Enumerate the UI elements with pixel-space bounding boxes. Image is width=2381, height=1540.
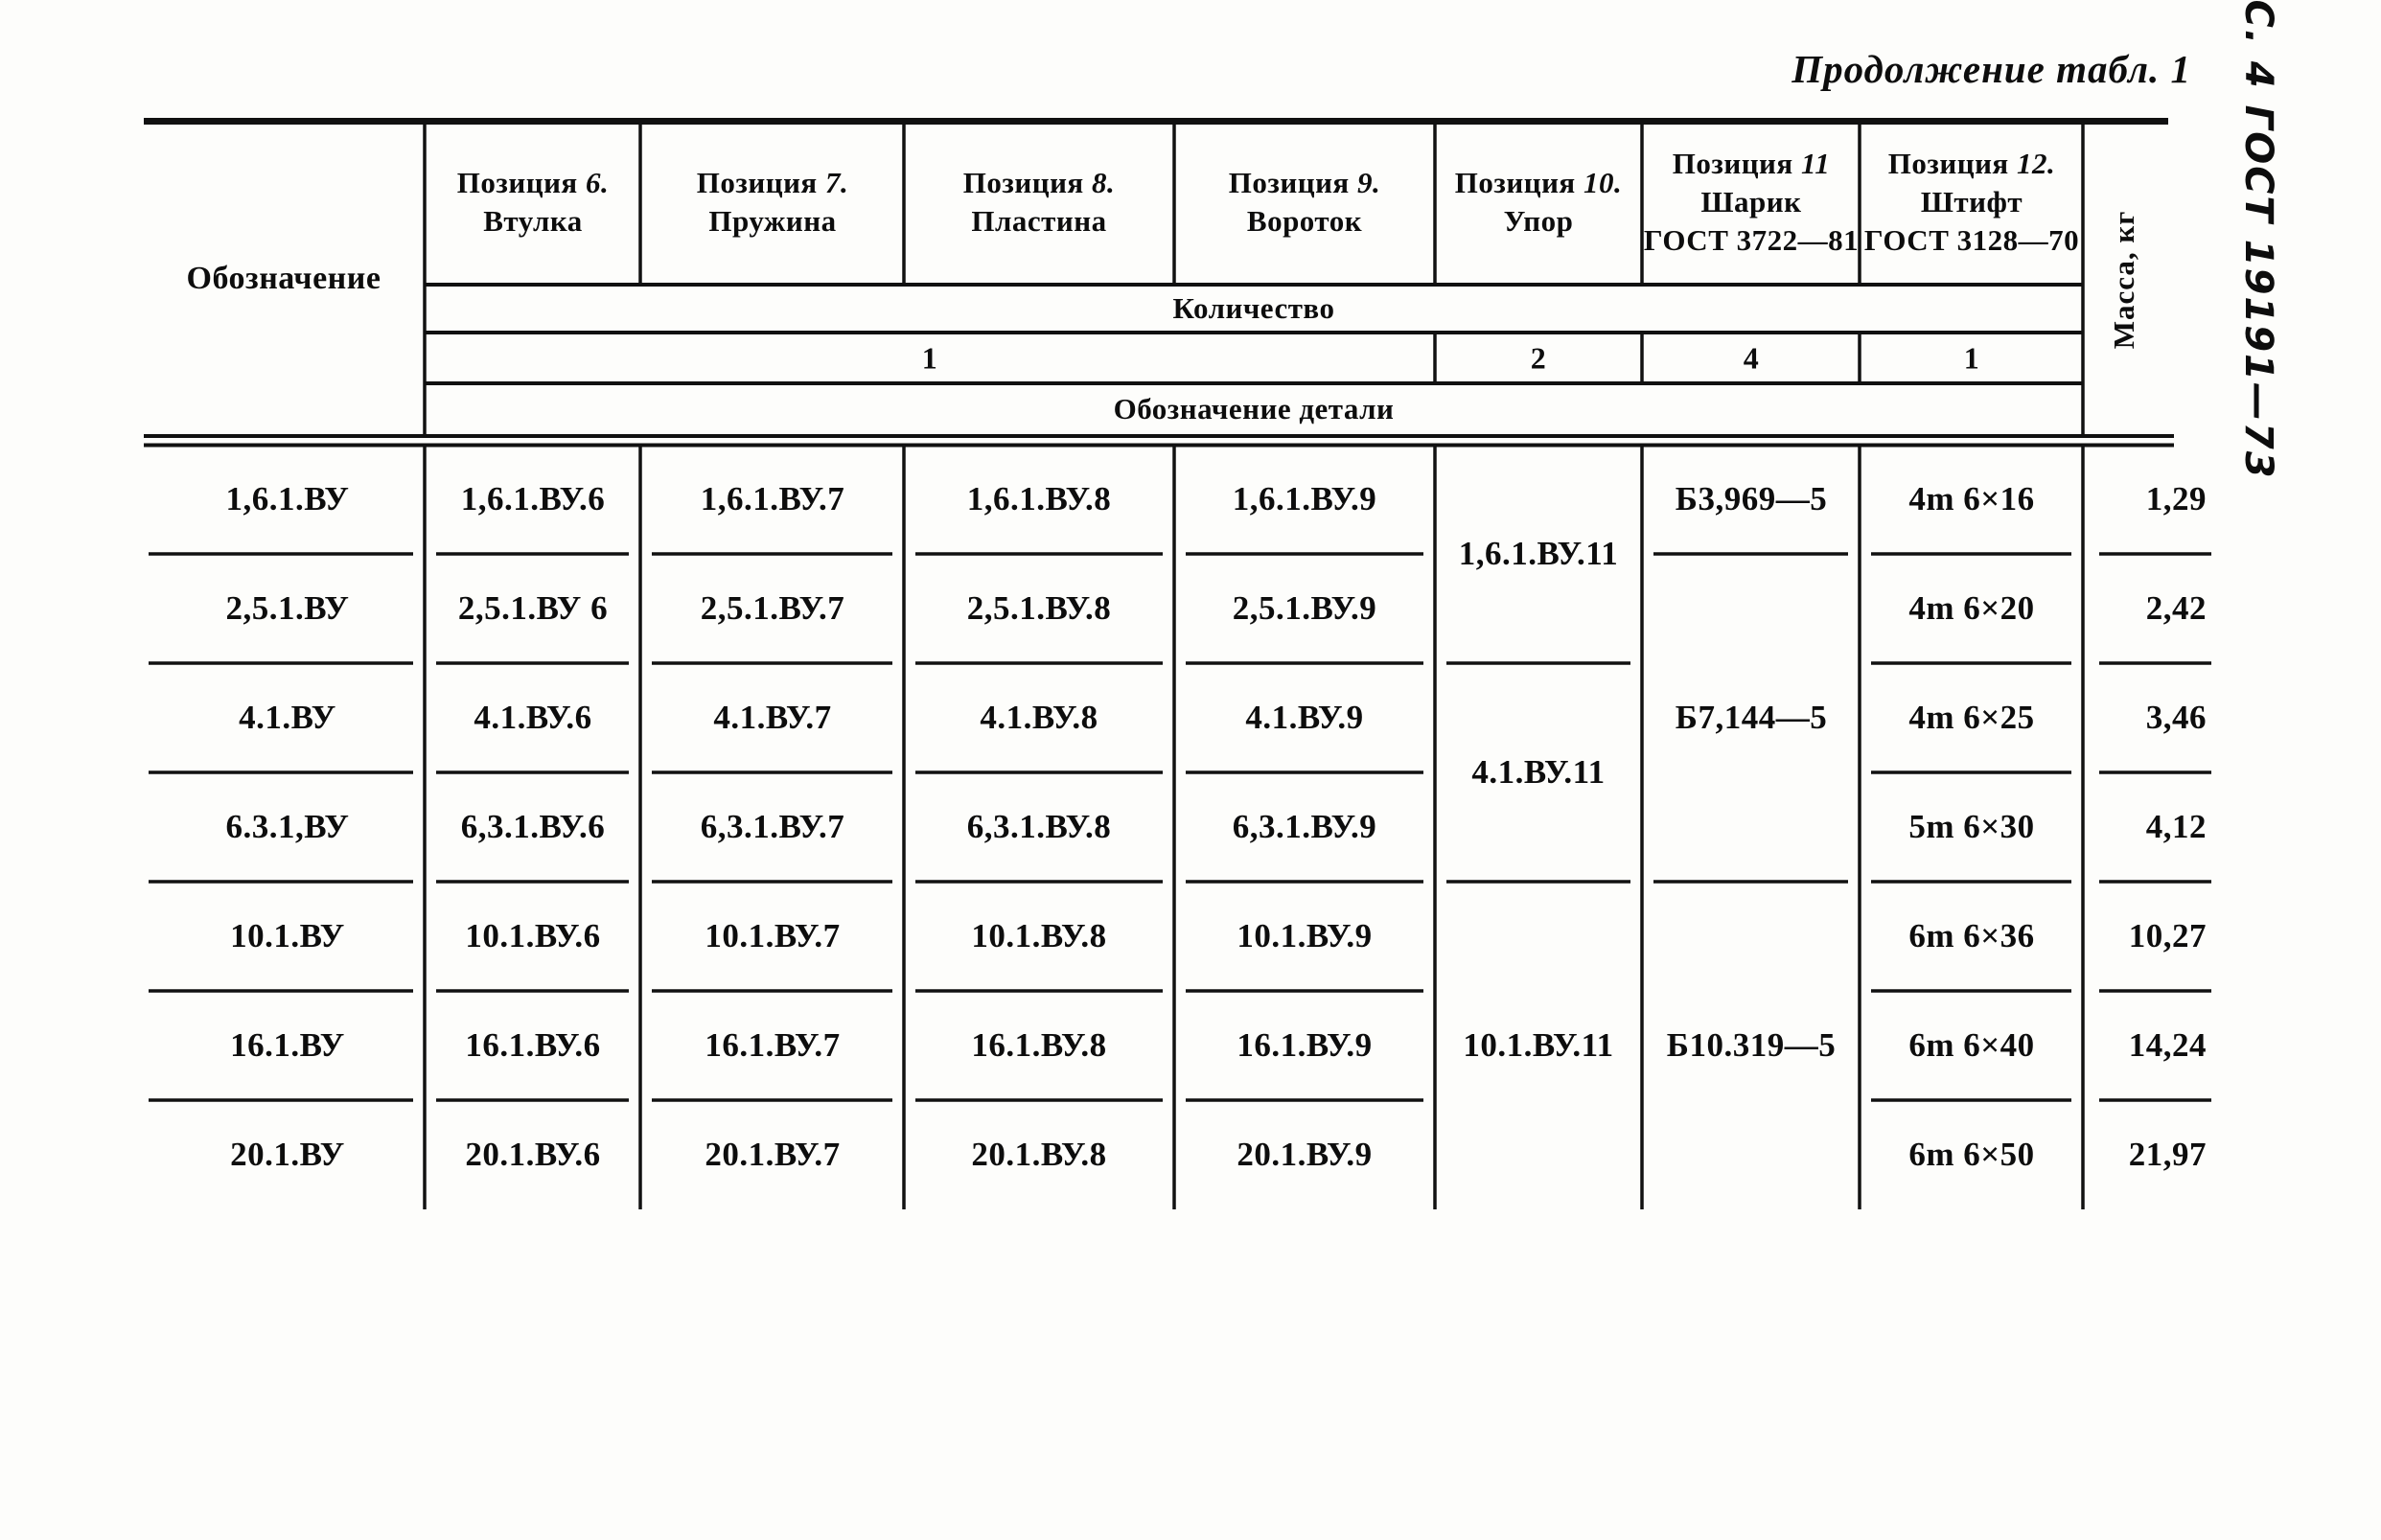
column-header-pos12: Позиция 12. Штифт ГОСТ 3128—70: [1863, 147, 2080, 257]
cell-plastina: 10.1.ВУ.8: [971, 917, 1107, 954]
cell-vorotok: 4.1.ВУ.9: [1245, 699, 1364, 736]
cell-shtift: 5m 6×30: [1908, 808, 2035, 845]
row-designation: 10.1.ВУ: [230, 917, 345, 954]
row-designation: 6.3.1,ВУ: [225, 808, 350, 845]
column-header-pos9: Позиция 9. Вороток: [1228, 166, 1381, 238]
cell-vtulka: 4.1.ВУ.6: [474, 699, 592, 736]
cell-shtift: 6m 6×36: [1908, 917, 2035, 954]
cell-vtulka: 2,5.1.ВУ 6: [457, 589, 609, 627]
cell-mass: 3,46: [2145, 699, 2207, 736]
cell-shtift: 4m 6×16: [1908, 480, 2035, 517]
cell-plastina: 2,5.1.ВУ.8: [966, 589, 1112, 627]
page-side-note: С. 4 ГОСТ 19191—73: [2236, 0, 2280, 480]
column-header-designation: Обозначение: [186, 261, 381, 296]
cell-plastina: 6,3.1.ВУ.8: [966, 808, 1112, 845]
cell-mass: 4,12: [2145, 808, 2207, 845]
cell-mass: 10,27: [2128, 917, 2207, 954]
cell-pruzhina: 2,5.1.ВУ.7: [700, 589, 845, 627]
cell-vtulka: 10.1.ВУ.6: [465, 917, 601, 954]
cell-pruzhina: 16.1.ВУ.7: [705, 1026, 841, 1064]
cell-vorotok: 10.1.ВУ.9: [1237, 917, 1373, 954]
cell-pruzhina: 10.1.ВУ.7: [705, 917, 841, 954]
row-designation: 20.1.ВУ: [230, 1136, 345, 1173]
cell-shtift: 6m 6×50: [1908, 1136, 2035, 1173]
cell-vtulka: 20.1.ВУ.6: [465, 1136, 601, 1173]
quantity-header: Количество: [1172, 291, 1335, 325]
cell-plastina: 16.1.ВУ.8: [971, 1026, 1107, 1064]
cell-pruzhina: 20.1.ВУ.7: [705, 1136, 841, 1173]
page-title: Продолжение табл. 1: [1792, 47, 2191, 91]
cell-vorotok: 1,6.1.ВУ.9: [1232, 480, 1377, 517]
column-header-pos7: Позиция 7. Пружина: [696, 166, 849, 238]
quantity-value-2: 2: [1530, 340, 1547, 376]
quantity-value-1: 1: [921, 340, 938, 376]
cell-plastina: 1,6.1.ВУ.8: [966, 480, 1112, 517]
row-designation: 16.1.ВУ: [230, 1026, 345, 1064]
cell-upor-merged: 1,6.1.ВУ.11: [1458, 535, 1619, 572]
cell-sharik-merged: Б3,969—5: [1675, 480, 1828, 517]
quantity-value-4: 4: [1743, 340, 1760, 376]
cell-pruzhina: 6,3.1.ВУ.7: [700, 808, 845, 845]
cell-plastina: 20.1.ВУ.8: [971, 1136, 1107, 1173]
cell-pruzhina: 1,6.1.ВУ.7: [700, 480, 845, 517]
column-header-pos8: Позиция 8. Пластина: [962, 166, 1116, 238]
cell-vorotok: 6,3.1.ВУ.9: [1232, 808, 1377, 845]
cell-sharik-merged: Б7,144—5: [1675, 699, 1828, 736]
cell-vtulka: 6,3.1.ВУ.6: [460, 808, 606, 845]
cell-vorotok: 16.1.ВУ.9: [1237, 1026, 1373, 1064]
column-header-pos10: Позиция 10. Упор: [1454, 166, 1623, 238]
mass-header: Масса, кг: [2107, 210, 2140, 350]
detail-designation-header: Обозначение детали: [1113, 392, 1395, 425]
row-designation: 2,5.1.ВУ: [225, 589, 350, 627]
cell-upor-merged: 4.1.ВУ.11: [1471, 753, 1606, 791]
column-header-pos6: Позиция 6. Втулка: [456, 166, 610, 238]
cell-upor-merged: 10.1.ВУ.11: [1463, 1026, 1614, 1064]
cell-mass: 21,97: [2128, 1136, 2207, 1173]
cell-mass: 1,29: [2145, 480, 2207, 517]
cell-vorotok: 20.1.ВУ.9: [1237, 1136, 1373, 1173]
cell-sharik-merged: Б10.319—5: [1666, 1026, 1837, 1064]
cell-vtulka: 16.1.ВУ.6: [465, 1026, 601, 1064]
cell-shtift: 4m 6×25: [1908, 699, 2035, 736]
cell-shtift: 6m 6×40: [1908, 1026, 2035, 1064]
cell-vtulka: 1,6.1.ВУ.6: [460, 480, 606, 517]
column-header-pos11: Позиция 11 Шарик ГОСТ 3722—81: [1643, 147, 1860, 257]
cell-plastina: 4.1.ВУ.8: [980, 699, 1098, 736]
cell-shtift: 4m 6×20: [1908, 589, 2035, 627]
row-designation: 4.1.ВУ: [239, 699, 336, 736]
cell-mass: 14,24: [2128, 1026, 2207, 1064]
cell-pruzhina: 4.1.ВУ.7: [713, 699, 832, 736]
quantity-value-1b: 1: [1963, 340, 1980, 376]
cell-mass: 2,42: [2145, 589, 2207, 627]
cell-vorotok: 2,5.1.ВУ.9: [1232, 589, 1377, 627]
row-designation: 1,6.1.ВУ: [225, 480, 350, 517]
